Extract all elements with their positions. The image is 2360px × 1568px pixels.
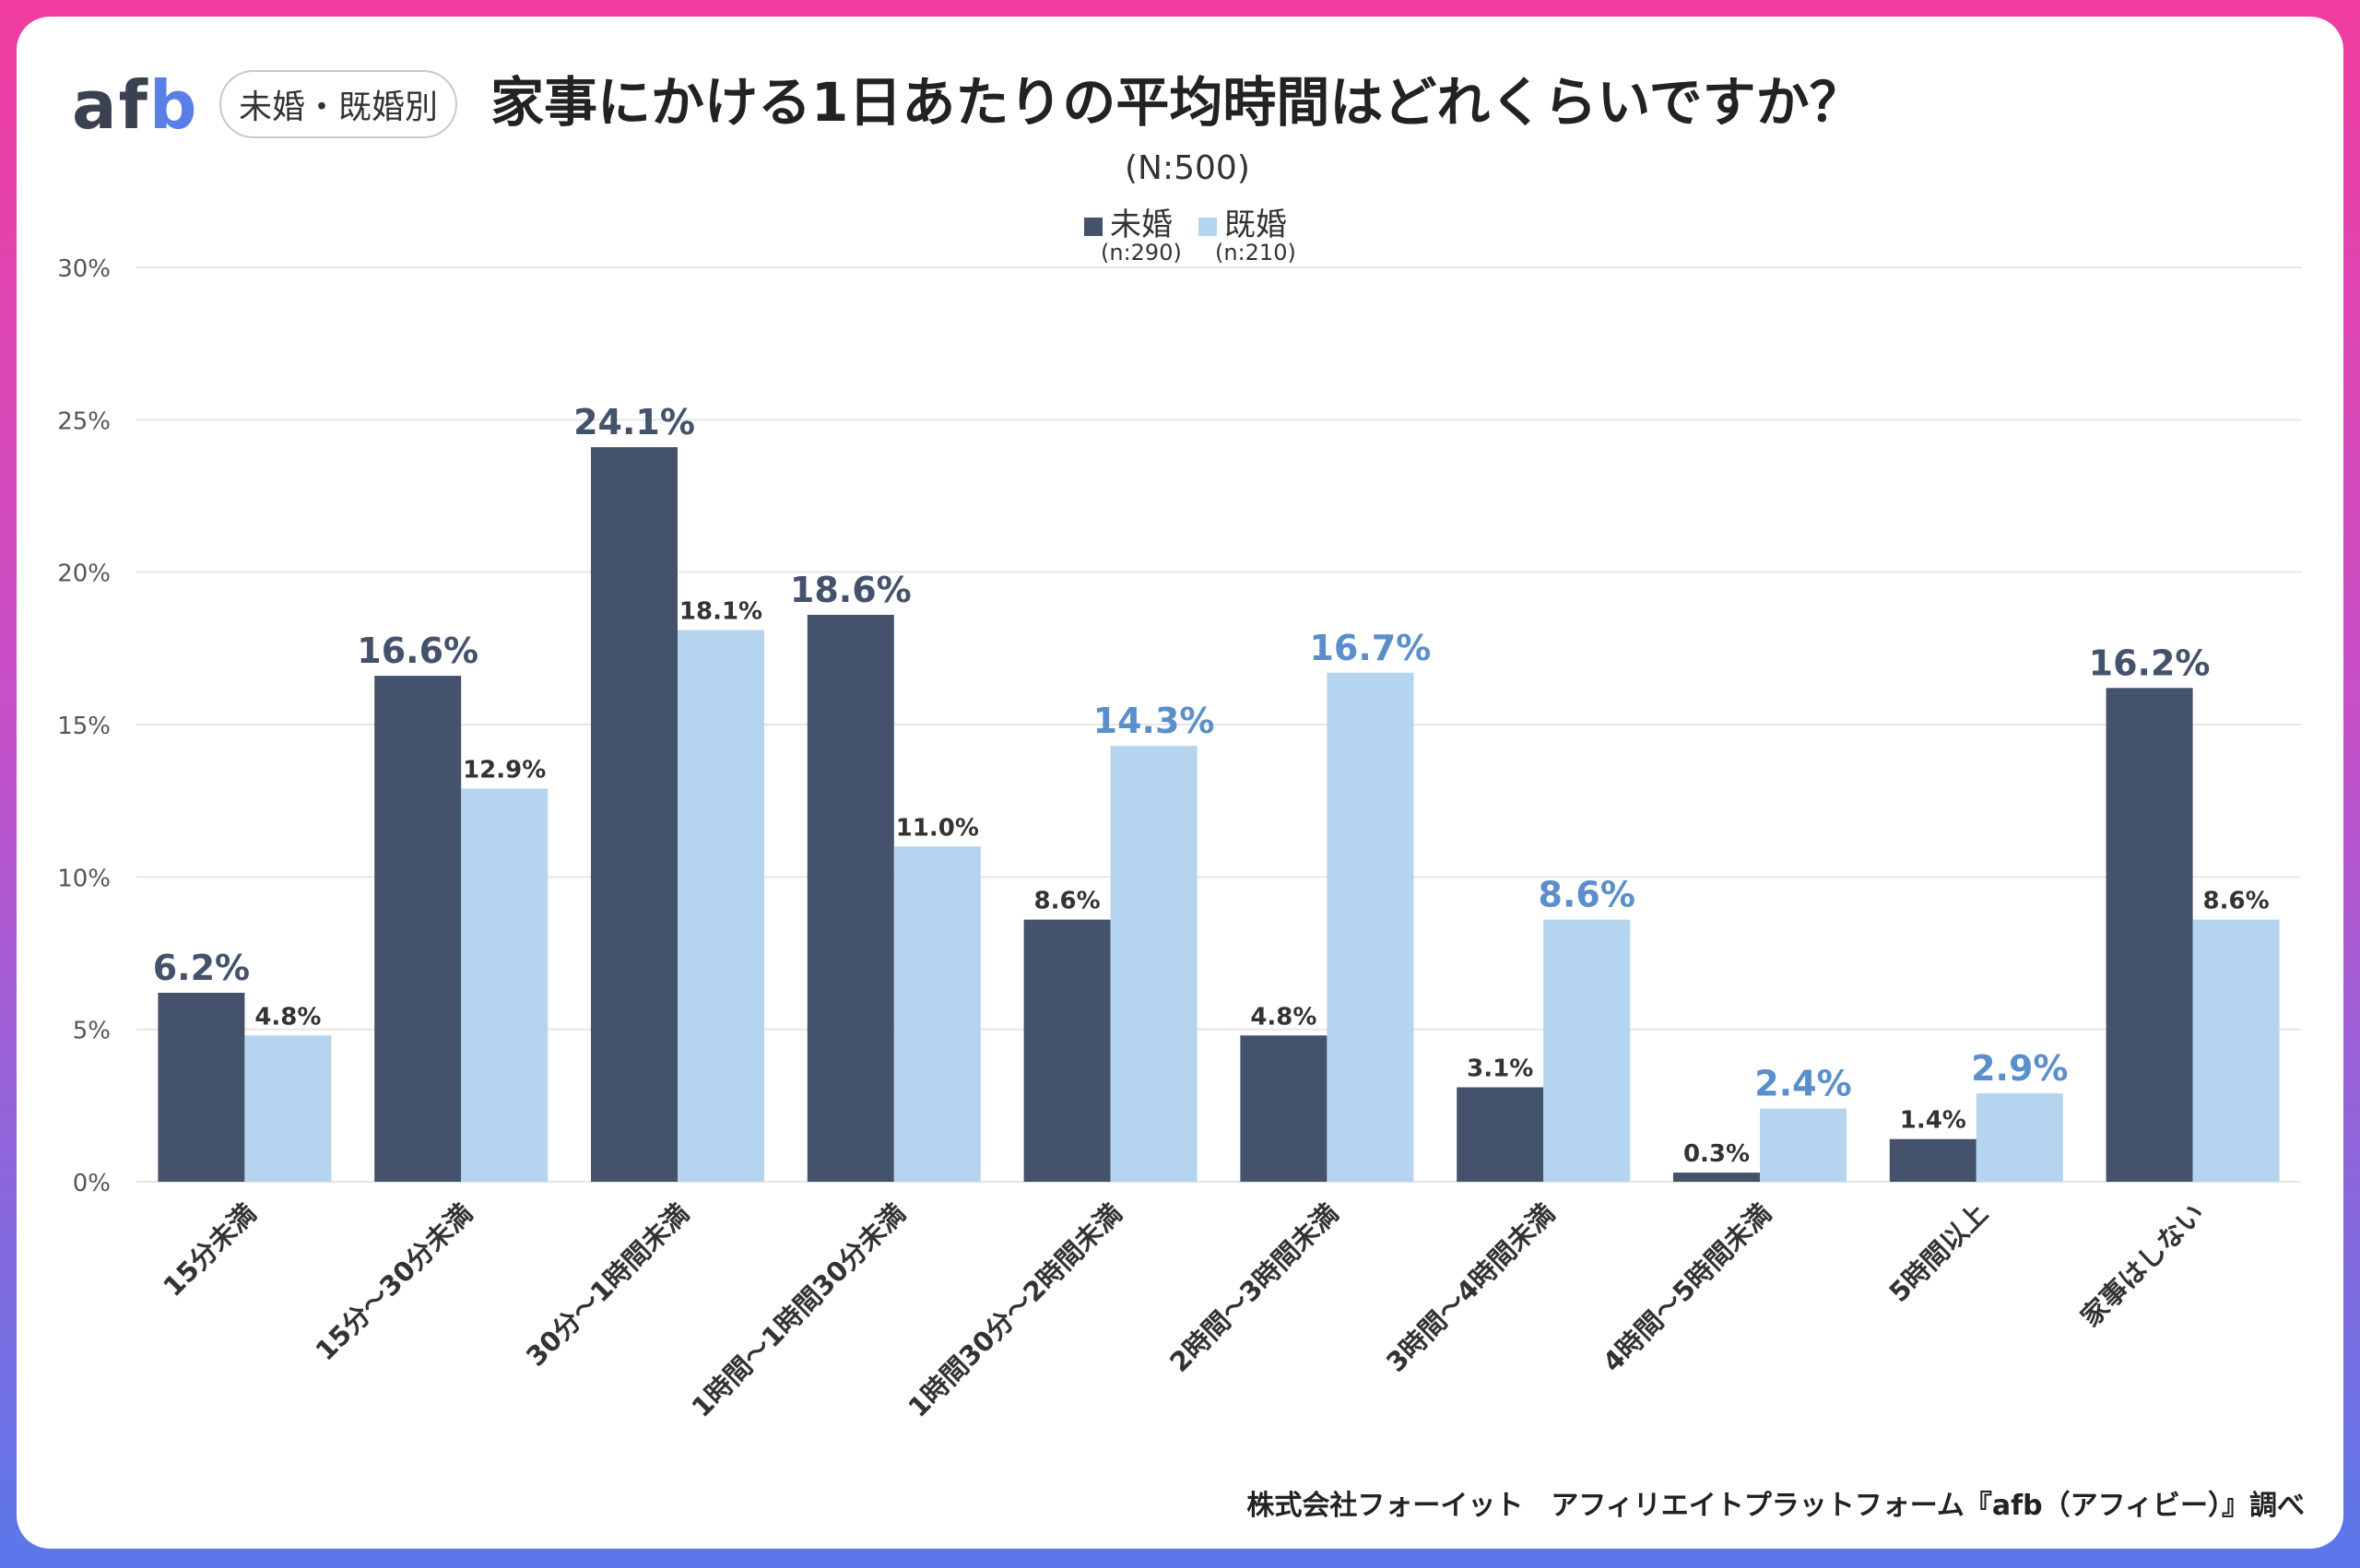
y-tick-label: 5% (73, 1018, 111, 1045)
bar-married (1110, 746, 1198, 1182)
x-tick-label: 3時間～4時間未満 (1380, 1197, 1561, 1378)
data-label: 12.9% (463, 756, 546, 784)
data-label: 16.2% (2089, 643, 2211, 683)
bar-married (1543, 919, 1631, 1182)
data-label: 16.6% (357, 631, 478, 671)
y-tick-label: 30% (57, 255, 111, 283)
data-label: 3.1% (1467, 1055, 1533, 1082)
data-label: 8.6% (1034, 888, 1101, 915)
x-tick-label: 家事はしない (2074, 1197, 2210, 1333)
legend-swatch-married (1198, 217, 1217, 236)
y-tick-label: 20% (57, 560, 111, 588)
legend-swatch-unmarried (1084, 217, 1103, 236)
bar-unmarried (2106, 688, 2193, 1182)
bar-married (678, 630, 764, 1182)
data-label: 1.4% (1900, 1107, 1966, 1135)
bar-married (1760, 1108, 1847, 1182)
bar-unmarried (374, 676, 462, 1182)
source-note: 株式会社フォーイット アフィリエイトプラットフォーム『afb（アフィビー）』調べ (1246, 1490, 2305, 1522)
afb-logo: afb (72, 66, 199, 144)
bar-married (1976, 1093, 2063, 1182)
data-label: 8.6% (2203, 888, 2270, 915)
x-tick-label: 1時間30分～2時間未満 (902, 1197, 1127, 1423)
y-tick-label: 15% (57, 713, 111, 740)
segment-tag: 未婚・既婚別 (219, 70, 457, 138)
x-tick-label: 5時間以上 (1882, 1197, 1993, 1308)
x-tick-label: 1時間～1時間30分未満 (686, 1197, 912, 1423)
data-label: 4.8% (254, 1003, 321, 1031)
legend-sub-married: (n:210) (1215, 240, 1296, 265)
bar-unmarried (807, 614, 894, 1182)
chart-title: 家事にかける1日あたりの平均時間はどれくらいですか？ (490, 71, 1863, 134)
legend-item-married: 既婚 (n:210) (1198, 199, 1296, 265)
y-tick-label: 25% (57, 407, 111, 435)
data-label: 24.1% (573, 402, 695, 442)
x-tick-label: 15分未満 (157, 1197, 262, 1303)
bar-unmarried (158, 992, 245, 1182)
sample-size: (N:500) (1125, 149, 1250, 187)
x-tick-label: 30分～1時間未満 (520, 1197, 695, 1373)
bar-unmarried (1673, 1173, 1760, 1182)
bar-unmarried (1023, 919, 1111, 1182)
y-tick-label: 10% (57, 865, 111, 892)
bar-married (244, 1035, 332, 1182)
data-label: 4.8% (1250, 1003, 1316, 1031)
data-label: 16.7% (1309, 628, 1431, 668)
legend-item-unmarried: 未婚 (n:290) (1084, 199, 1182, 265)
bar-married (461, 788, 549, 1182)
x-tick-label: 2時間～3時間未満 (1163, 1197, 1344, 1378)
bar-unmarried (1240, 1035, 1328, 1182)
data-label: 0.3% (1683, 1140, 1750, 1168)
x-tick-label: 4時間～5時間未満 (1597, 1197, 1777, 1378)
data-label: 2.9% (1971, 1048, 2068, 1089)
legend-sub-unmarried: (n:290) (1101, 240, 1182, 265)
bar-unmarried (1457, 1087, 1544, 1182)
bar-unmarried (1889, 1138, 1976, 1182)
data-label: 2.4% (1754, 1064, 1851, 1104)
data-label: 6.2% (153, 948, 250, 988)
data-label: 14.3% (1093, 701, 1215, 741)
legend-label-married: 既婚 (1224, 206, 1287, 243)
bar-married (2192, 919, 2280, 1182)
data-label: 8.6% (1539, 875, 1635, 915)
data-label: 18.1% (679, 597, 762, 625)
legend-label-unmarried: 未婚 (1110, 206, 1173, 243)
x-tick-label: 15分～30分未満 (310, 1197, 479, 1367)
bar-married (1327, 672, 1414, 1182)
data-label: 11.0% (896, 814, 979, 842)
bar-married (893, 846, 981, 1182)
data-label: 18.6% (790, 570, 912, 610)
bar-unmarried (591, 447, 678, 1182)
y-tick-label: 0% (73, 1170, 111, 1197)
